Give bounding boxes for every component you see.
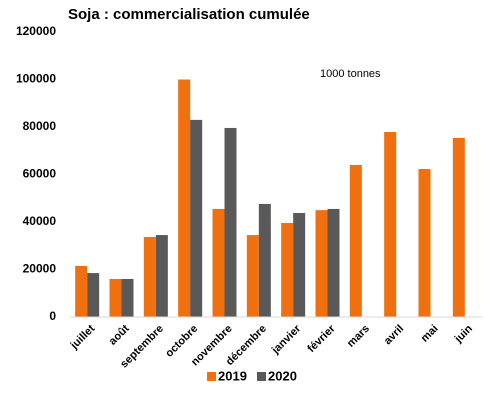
y-tick-label: 100000 bbox=[16, 72, 56, 86]
y-tick-label: 60000 bbox=[23, 167, 57, 181]
x-tick-label: février bbox=[305, 322, 338, 355]
bar bbox=[349, 165, 362, 317]
annotation: 1000 tonnes bbox=[320, 68, 381, 80]
bar bbox=[418, 169, 431, 317]
bar bbox=[212, 208, 225, 317]
bar bbox=[246, 235, 259, 317]
x-tick-label: juin bbox=[452, 323, 475, 346]
chart-title: Soja : commercialisation cumulée bbox=[68, 6, 310, 23]
bar bbox=[178, 79, 191, 317]
bar bbox=[384, 131, 397, 317]
y-tick-label: 20000 bbox=[23, 262, 57, 276]
bar bbox=[452, 137, 465, 317]
bar bbox=[75, 265, 88, 317]
x-tick-label: juillet bbox=[68, 322, 98, 352]
bar bbox=[293, 212, 306, 317]
bar bbox=[224, 127, 237, 317]
x-tick-label: mars bbox=[345, 323, 372, 350]
bar bbox=[281, 222, 294, 317]
x-tick-label: mai bbox=[419, 323, 441, 345]
legend-swatch bbox=[207, 372, 216, 381]
bar bbox=[109, 279, 122, 317]
y-tick-label: 40000 bbox=[23, 214, 57, 228]
bar bbox=[315, 210, 328, 317]
y-tick-label: 120000 bbox=[16, 24, 56, 38]
y-tick-label: 80000 bbox=[23, 119, 57, 133]
bar bbox=[121, 279, 134, 317]
bar bbox=[327, 208, 340, 317]
bar bbox=[143, 236, 156, 317]
legend-label: 2019 bbox=[218, 368, 247, 383]
x-tick-label: août bbox=[107, 322, 132, 347]
bar bbox=[87, 273, 100, 317]
bar bbox=[190, 119, 203, 317]
legend-label: 2020 bbox=[268, 368, 297, 383]
legend-swatch bbox=[257, 372, 266, 381]
bar bbox=[258, 203, 271, 317]
bar bbox=[155, 235, 168, 317]
x-tick-label: janvier bbox=[269, 322, 304, 357]
y-tick-label: 0 bbox=[49, 309, 56, 323]
x-tick-label: avril bbox=[382, 323, 406, 347]
